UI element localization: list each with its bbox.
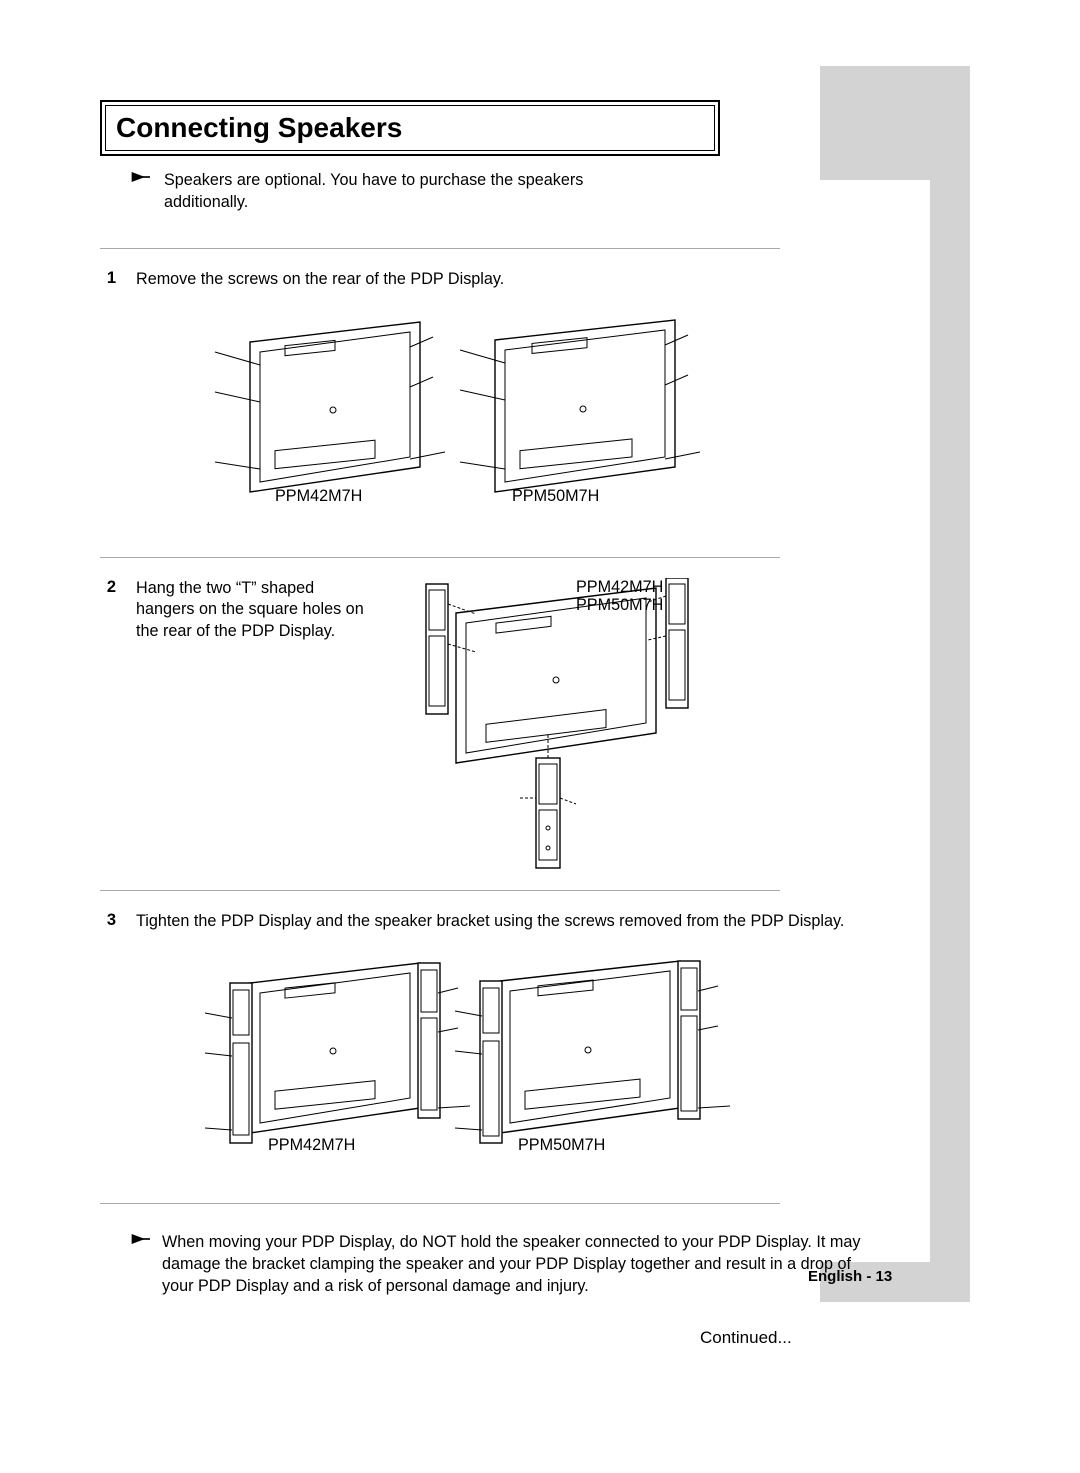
intro-note-row: Speakers are optional. You have to purch… xyxy=(130,170,870,214)
manual-page: Connecting Speakers Speakers are optiona… xyxy=(0,0,1080,1473)
step-3-figure: PPM42M7H PPM50M7H xyxy=(100,958,780,1173)
figure-label-50: PPM50M7H xyxy=(576,596,663,615)
intro-note-text: Speakers are optional. You have to purch… xyxy=(164,170,624,214)
figure-label-50: PPM50M7H xyxy=(512,487,599,506)
step-2-figure: PPM42M7H PPM50M7H xyxy=(406,578,706,878)
divider xyxy=(100,1203,780,1204)
content-area: Connecting Speakers Speakers are optiona… xyxy=(100,100,870,1348)
tighten-diagram-pair xyxy=(100,958,780,1173)
note-arrow-icon xyxy=(130,1232,150,1251)
step-number: 2 xyxy=(100,578,116,597)
warning-row: When moving your PDP Display, do NOT hol… xyxy=(130,1232,870,1298)
figure-label-50: PPM50M7H xyxy=(518,1136,605,1155)
warning-text: When moving your PDP Display, do NOT hol… xyxy=(162,1232,862,1298)
step-1-row: 1 Remove the screws on the rear of the P… xyxy=(100,249,870,303)
side-panel-right xyxy=(930,66,970,1302)
figure-label-42: PPM42M7H xyxy=(268,1136,355,1155)
step-text: Hang the two “T” shaped hangers on the s… xyxy=(136,578,366,878)
step-3-row: 3 Tighten the PDP Display and the speake… xyxy=(100,891,870,945)
page-footer: English - 13 xyxy=(808,1268,892,1285)
note-arrow-icon xyxy=(130,170,150,189)
step-1-figure: PPM42M7H PPM50M7H xyxy=(100,317,780,527)
figure-label-42: PPM42M7H xyxy=(275,487,362,506)
section-title-box: Connecting Speakers xyxy=(100,100,720,156)
step-2-body: Hang the two “T” shaped hangers on the s… xyxy=(136,578,706,878)
figure-label-42: PPM42M7H xyxy=(576,578,663,597)
continued-text: Continued... xyxy=(700,1328,870,1348)
display-rear-diagram-pair xyxy=(100,317,780,527)
step-number: 3 xyxy=(100,911,116,930)
hanger-diagram xyxy=(406,578,706,878)
step-number: 1 xyxy=(100,269,116,288)
step-text: Remove the screws on the rear of the PDP… xyxy=(136,269,870,291)
step-2-row: 2 Hang the two “T” shaped hangers on the… xyxy=(100,558,870,890)
page-title: Connecting Speakers xyxy=(116,112,704,144)
step-text: Tighten the PDP Display and the speaker … xyxy=(136,911,870,933)
